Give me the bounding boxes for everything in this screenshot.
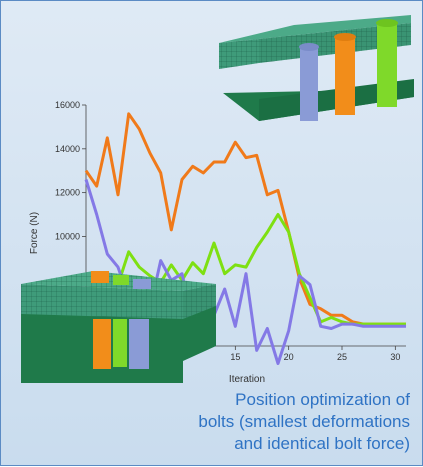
x-tick-label: 25 [337, 352, 347, 362]
y-tick-label: 10000 [55, 231, 80, 241]
series-line-1 [84, 112, 406, 326]
model-bottom-bolt-orange-stub [91, 271, 109, 283]
model-bottom-left [21, 271, 216, 383]
x-tick-label: 20 [284, 352, 294, 362]
y-axis-label: Force (N) [29, 212, 40, 254]
model-bottom-bolt-blue [129, 319, 149, 369]
model-top-bolt-green-head [376, 19, 398, 27]
y-tick-label: 12000 [55, 188, 80, 198]
model-top-bolt-blue-head [299, 43, 319, 51]
model-bottom-bolt-green [113, 319, 127, 367]
x-tick-label: 30 [390, 352, 400, 362]
model-bottom-bolt-blue-stub [133, 279, 151, 289]
model-top-bolt-orange [335, 37, 355, 115]
caption-line-2: bolts (smallest deformations [198, 412, 410, 431]
model-top-bolt-blue [300, 47, 318, 121]
model-top-bolt-green [377, 23, 397, 107]
model-top-right [219, 15, 414, 121]
caption-line-1: Position optimization of [235, 390, 410, 409]
model-bottom-bolt-orange [93, 319, 111, 369]
model-top-plate-top [219, 15, 411, 43]
model-top-bolt-orange-head [334, 33, 356, 41]
y-tick-label: 16000 [55, 100, 80, 110]
x-ticks: 15 20 25 30 [230, 346, 400, 362]
caption-line-3: and identical bolt force) [234, 434, 410, 453]
model-bottom-plate-mesh [21, 271, 216, 319]
x-tick-label: 15 [230, 352, 240, 362]
x-axis-label: Iteration [229, 374, 265, 385]
caption: Position optimization of bolts (smallest… [110, 389, 410, 455]
y-tick-label: 14000 [55, 144, 80, 154]
model-bottom-bolt-green-stub [113, 275, 129, 285]
